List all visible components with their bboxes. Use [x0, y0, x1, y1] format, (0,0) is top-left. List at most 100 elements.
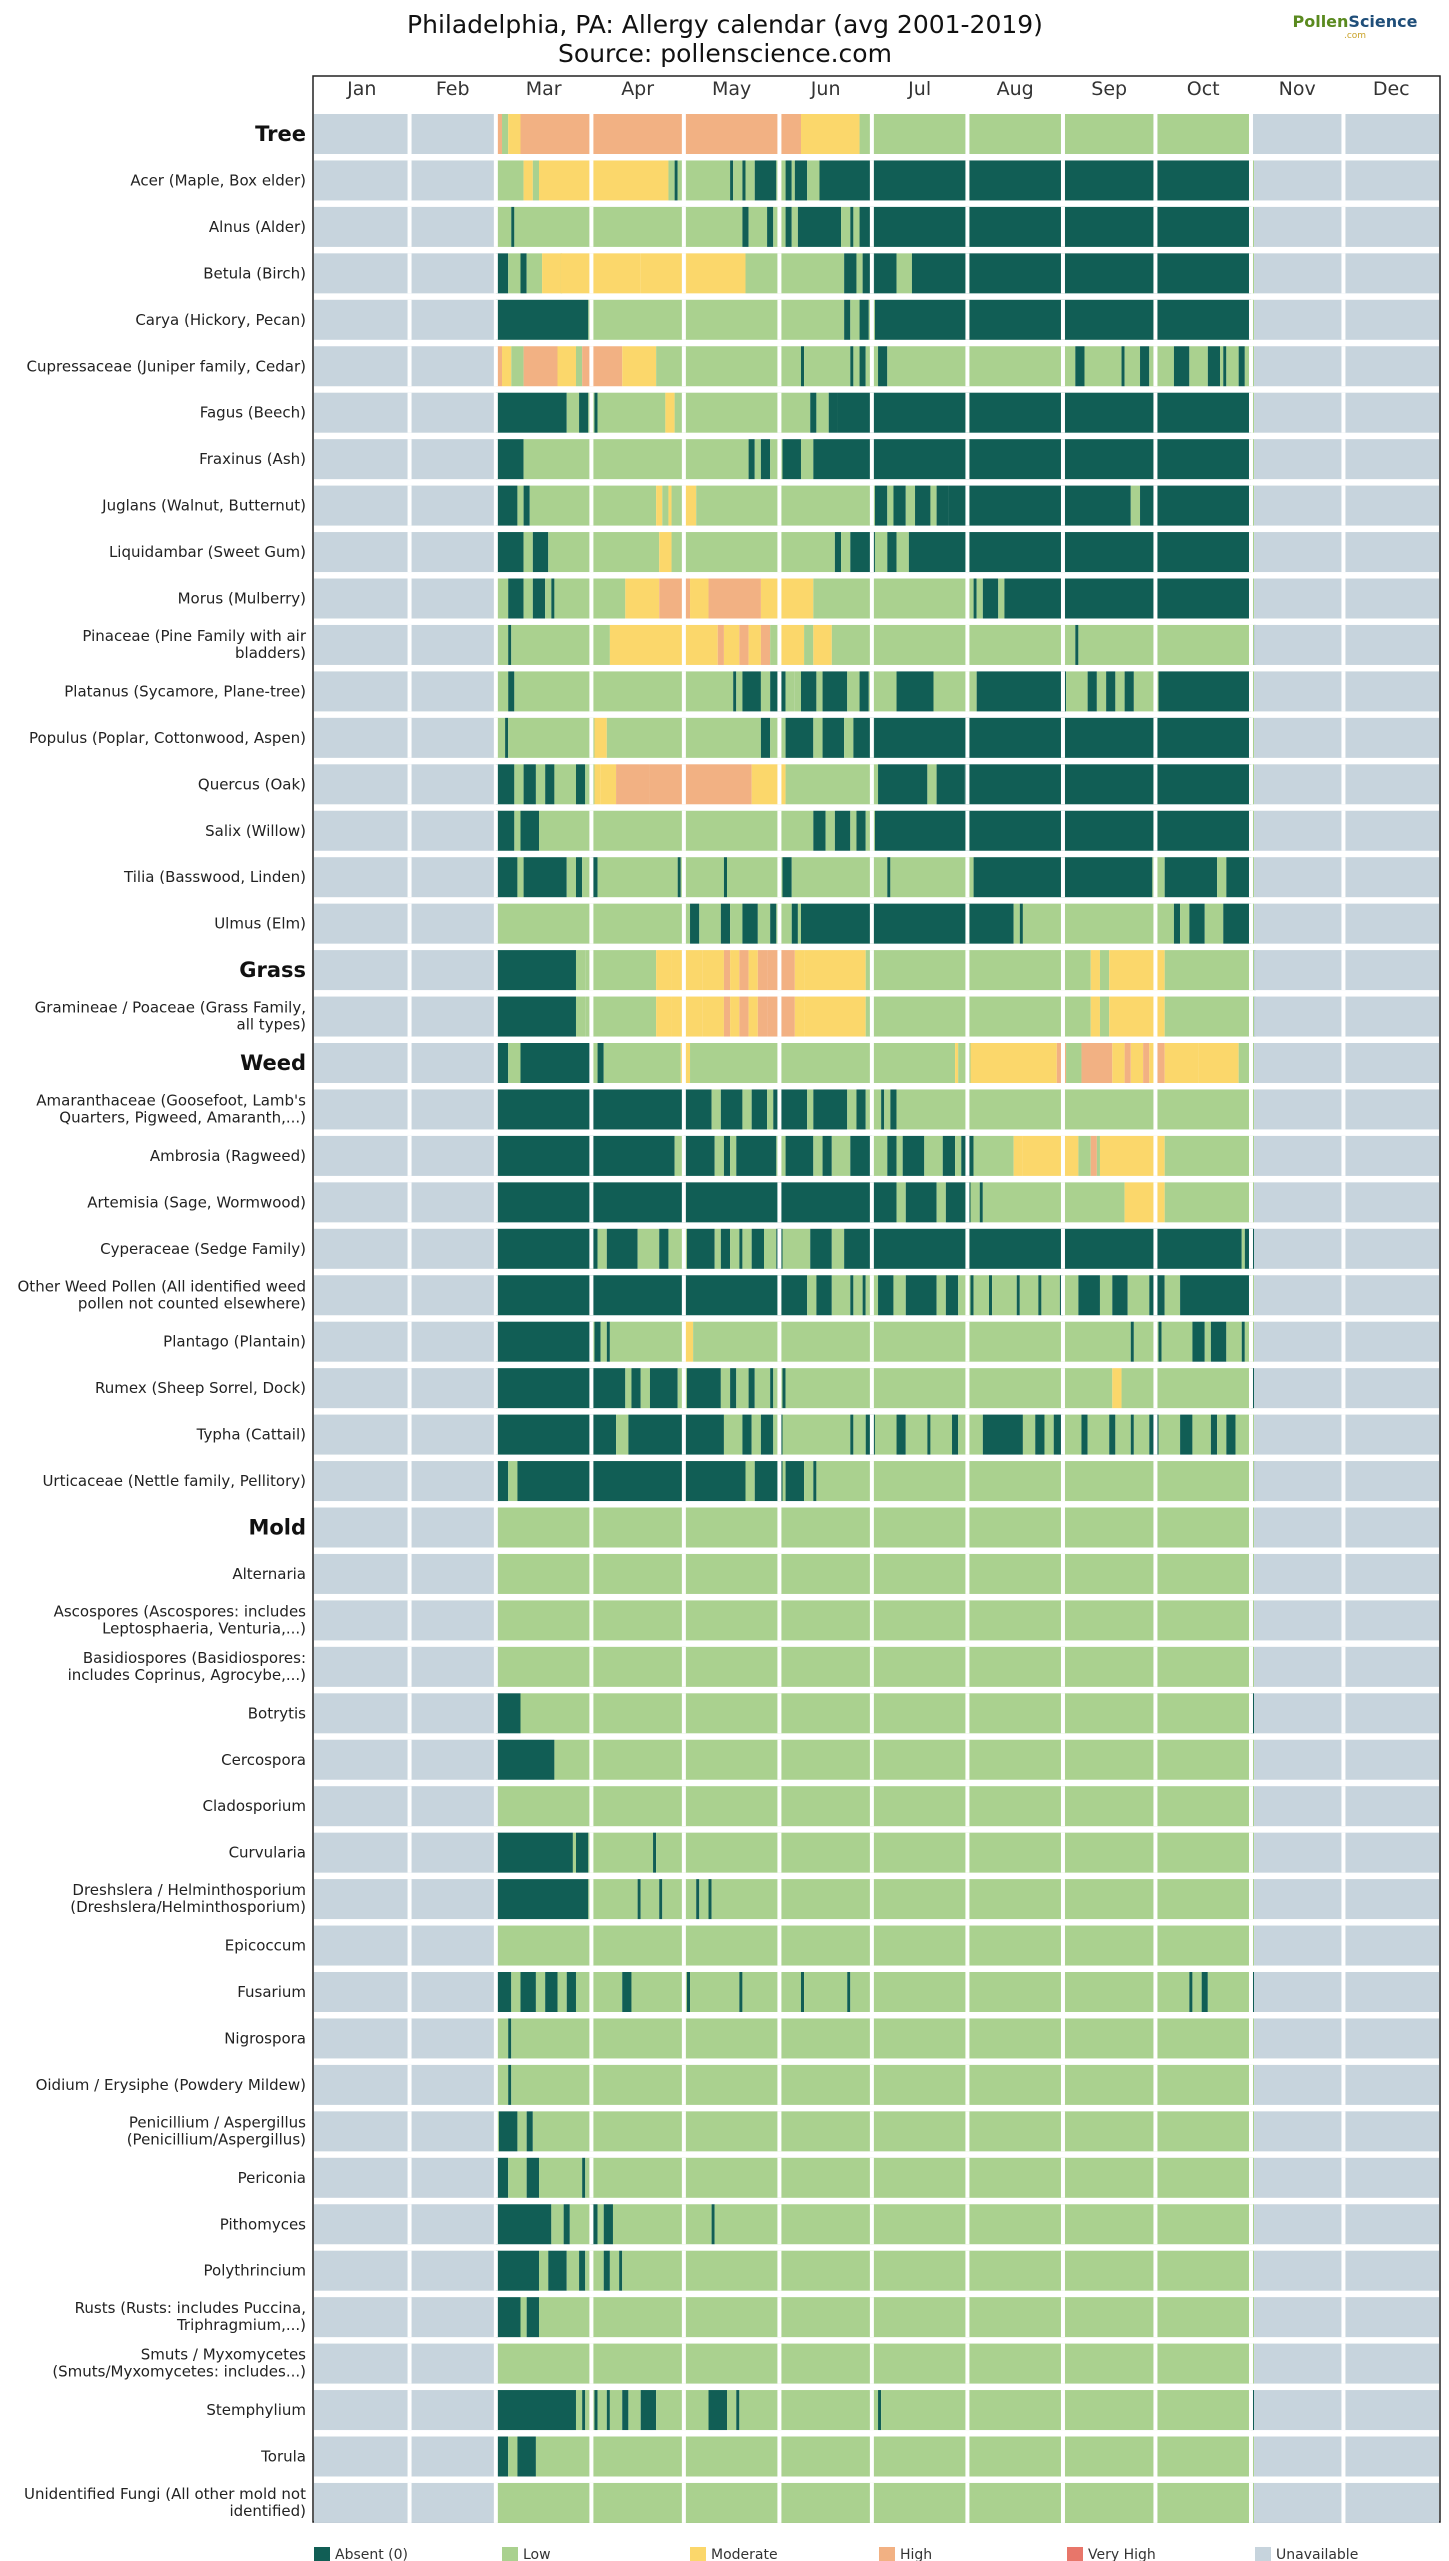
cell-low: [711, 1879, 1255, 1920]
row-label: Rusts (Rusts: includes Puccina, Triphragm…: [75, 2299, 306, 2334]
cell-absent: [575, 857, 583, 898]
cell-absent: [1004, 578, 1251, 619]
cell-unavailable: [314, 857, 496, 898]
month-separator: [777, 578, 782, 619]
month-separator: [1341, 1600, 1346, 1641]
month-separator: [407, 2390, 412, 2431]
cell-low: [554, 1739, 1255, 1780]
cell-low: [1084, 346, 1122, 387]
cell-absent: [973, 578, 977, 619]
month-separator: [965, 2204, 970, 2245]
month-separator: [1341, 1461, 1346, 1502]
month-separator: [965, 114, 970, 154]
heatmap-row-periconia: [314, 2157, 1439, 2198]
month-separator: [493, 950, 498, 991]
month-separator: [493, 624, 498, 665]
cell-low: [532, 160, 539, 201]
month-separator: [1248, 1832, 1253, 1873]
legend-item-absent: Absent (0): [314, 2547, 408, 2561]
cell-low: [557, 1972, 567, 2012]
cell-absent: [1075, 624, 1079, 665]
cell-absent: [548, 2250, 567, 2291]
row-label: Urticaceae (Nettle family, Pellitory): [42, 1472, 306, 1490]
legend-item-high: High: [879, 2547, 932, 2561]
cell-high: [739, 996, 749, 1037]
month-separator: [681, 299, 686, 340]
cell-absent: [696, 1879, 700, 1920]
cell-absent: [760, 717, 771, 758]
cell-low: [514, 206, 743, 247]
cell-moderate: [1124, 1182, 1165, 1223]
cell-moderate: [1112, 1043, 1125, 1083]
month-separator: [1248, 1739, 1253, 1780]
month-separator: [589, 2157, 594, 2198]
cell-absent: [511, 206, 515, 247]
cell-low: [930, 1414, 953, 1455]
row-label: Platanus (Sycamore, Plane-tree): [64, 682, 306, 700]
month-separator: [869, 2111, 874, 2152]
logo-text-com: .com: [1343, 31, 1367, 41]
cell-absent: [495, 1832, 573, 1873]
month-separator: [589, 1739, 594, 1780]
cell-low: [508, 2157, 527, 2198]
month-separator: [681, 253, 686, 294]
cell-low: [865, 950, 1091, 991]
cell-absent: [508, 2064, 512, 2105]
month-label-aug: Aug: [997, 78, 1034, 100]
month-separator: [407, 2064, 412, 2105]
month-separator: [1248, 1553, 1253, 1594]
row-label: Basidiospores (Basidiospores: includes Co…: [68, 1649, 306, 1684]
cell-moderate: [800, 114, 860, 154]
month-separator: [869, 1043, 874, 1083]
cell-unavailable: [1254, 1553, 1439, 1594]
cell-unavailable: [1254, 160, 1439, 201]
month-separator: [1248, 253, 1253, 294]
month-separator: [1341, 114, 1346, 154]
month-separator: [1341, 532, 1346, 573]
month-separator: [1248, 2204, 1253, 2245]
month-separator: [869, 114, 874, 154]
cell-moderate: [970, 1043, 1057, 1083]
row-label: Betula (Birch): [203, 264, 306, 282]
month-separator: [777, 2157, 782, 2198]
cell-unavailable: [1254, 1414, 1439, 1455]
legend-label: High: [900, 2547, 932, 2561]
cell-moderate: [748, 624, 761, 665]
cell-moderate: [813, 624, 832, 665]
cell-unavailable: [314, 1182, 496, 1223]
row-label: Pithomyces: [220, 2215, 306, 2233]
month-separator: [1060, 810, 1065, 851]
month-separator: [493, 1693, 498, 1734]
month-separator: [1060, 1135, 1065, 1176]
cell-low: [631, 1972, 687, 2012]
month-separator: [589, 810, 594, 851]
month-separator: [777, 1043, 782, 1083]
cell-unavailable: [1254, 1275, 1439, 1316]
month-separator: [1060, 1275, 1065, 1316]
cell-low: [757, 903, 771, 944]
month-separator: [1341, 903, 1346, 944]
cell-absent: [748, 1368, 755, 1409]
cell-low: [782, 1414, 851, 1455]
month-separator: [965, 1135, 970, 1176]
heatmap-row-rumex-sheep-sorrel-dock: [314, 1368, 1439, 1409]
cell-low: [545, 578, 552, 619]
cell-low: [905, 1414, 928, 1455]
cell-moderate: [600, 764, 617, 805]
cell-moderate: [640, 253, 687, 294]
cell-low: [856, 253, 863, 294]
cell-unavailable: [1254, 1693, 1439, 1734]
cell-moderate: [748, 996, 758, 1037]
cell-unavailable: [1254, 485, 1439, 526]
cell-unavailable: [1254, 1089, 1439, 1130]
cell-unavailable: [314, 1228, 496, 1269]
cell-low: [656, 1832, 1255, 1873]
month-separator: [407, 1321, 412, 1362]
month-separator: [1341, 1043, 1346, 1083]
cell-low: [656, 346, 801, 387]
month-separator: [681, 439, 686, 480]
month-separator: [1248, 2436, 1253, 2477]
cell-absent: [896, 1414, 906, 1455]
cell-absent: [905, 1275, 937, 1316]
cell-absent: [545, 764, 555, 805]
